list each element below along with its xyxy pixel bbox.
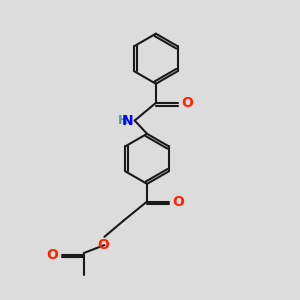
Text: N: N (122, 114, 133, 128)
Text: O: O (97, 238, 109, 252)
Text: O: O (173, 194, 184, 208)
Text: O: O (182, 96, 194, 110)
Text: H: H (118, 114, 128, 127)
Text: O: O (46, 248, 58, 262)
